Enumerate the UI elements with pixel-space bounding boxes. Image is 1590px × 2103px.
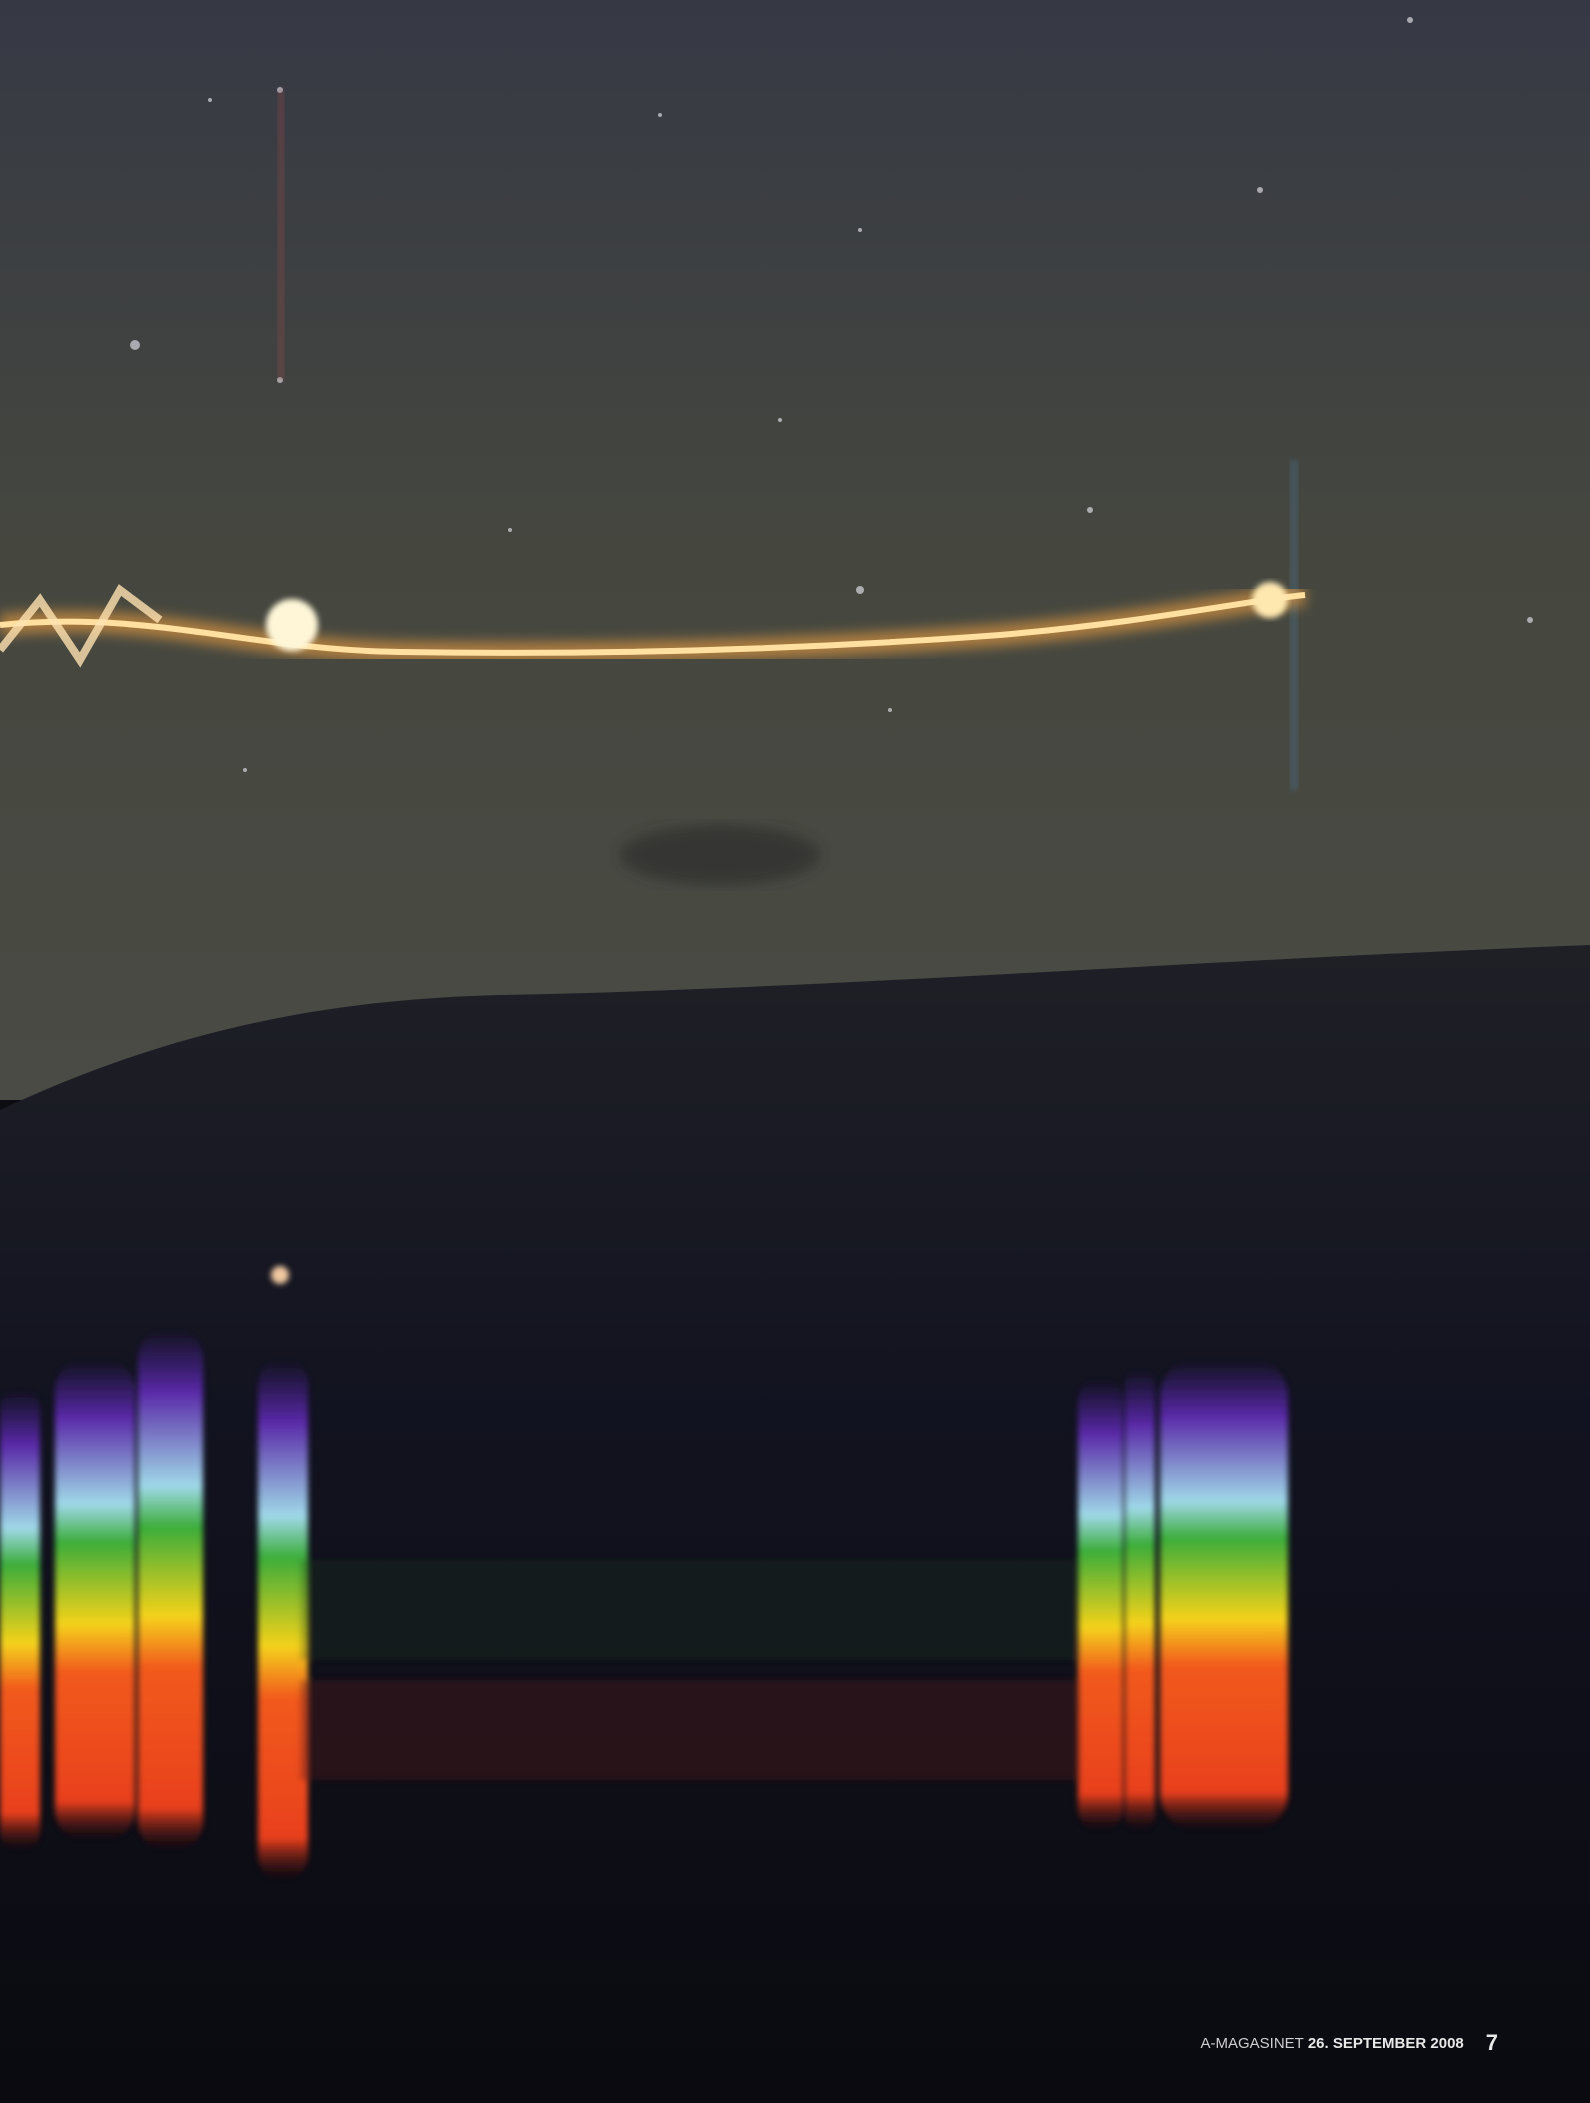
issue-date: 26. SEPTEMBER 2008: [1307, 2035, 1464, 2052]
page-number: 7: [1485, 2030, 1498, 2055]
light-streak: [0, 582, 1306, 668]
publication: A-MAGASINET: [1200, 2035, 1304, 2052]
page-footer: A-MAGASINET 26. SEPTEMBER 2008 7: [1200, 2030, 1498, 2056]
spectral-lights: [0, 1266, 1288, 1880]
sky: [0, 0, 1590, 1100]
hill: [0, 945, 1590, 2103]
